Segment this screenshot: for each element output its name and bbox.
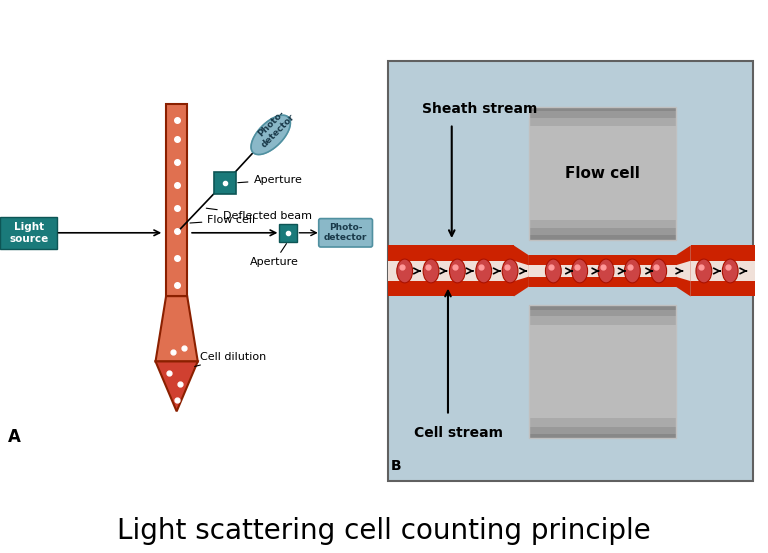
Polygon shape	[514, 246, 529, 296]
Text: Photo-
detector: Photo- detector	[253, 105, 296, 149]
Polygon shape	[514, 261, 529, 281]
Circle shape	[650, 259, 667, 283]
Text: Flow cell: Flow cell	[564, 166, 640, 181]
FancyBboxPatch shape	[529, 310, 676, 434]
FancyBboxPatch shape	[529, 107, 676, 240]
Circle shape	[598, 259, 614, 283]
Circle shape	[423, 259, 439, 283]
FancyBboxPatch shape	[279, 223, 297, 242]
Circle shape	[723, 259, 738, 283]
FancyBboxPatch shape	[690, 246, 755, 296]
Polygon shape	[155, 296, 198, 362]
Text: Cell dilution: Cell dilution	[194, 352, 266, 367]
Polygon shape	[676, 246, 690, 296]
FancyBboxPatch shape	[690, 261, 755, 281]
FancyBboxPatch shape	[166, 104, 187, 296]
Text: Cell stream: Cell stream	[414, 425, 503, 440]
Text: A: A	[8, 428, 21, 446]
Circle shape	[476, 259, 492, 283]
Circle shape	[449, 259, 465, 283]
Circle shape	[624, 259, 641, 283]
FancyBboxPatch shape	[529, 305, 676, 438]
Text: Deflected beam: Deflected beam	[207, 208, 312, 221]
FancyBboxPatch shape	[529, 316, 676, 427]
Text: B: B	[391, 460, 402, 473]
FancyBboxPatch shape	[529, 111, 676, 235]
FancyBboxPatch shape	[388, 246, 514, 296]
FancyBboxPatch shape	[319, 218, 372, 247]
Polygon shape	[155, 362, 198, 411]
Text: Light
source: Light source	[9, 222, 48, 244]
FancyBboxPatch shape	[214, 172, 236, 194]
Circle shape	[572, 259, 588, 283]
FancyBboxPatch shape	[529, 325, 676, 419]
FancyBboxPatch shape	[529, 255, 676, 286]
FancyBboxPatch shape	[388, 61, 753, 481]
Text: Light scattering cell counting principle: Light scattering cell counting principle	[118, 517, 650, 545]
FancyBboxPatch shape	[1, 217, 58, 249]
FancyBboxPatch shape	[529, 265, 676, 276]
Text: Aperture: Aperture	[238, 175, 303, 185]
Text: Aperture: Aperture	[250, 243, 299, 268]
Polygon shape	[251, 115, 290, 154]
Circle shape	[502, 259, 518, 283]
Text: Sheath stream: Sheath stream	[422, 102, 537, 117]
Polygon shape	[676, 261, 690, 281]
Circle shape	[696, 259, 712, 283]
FancyBboxPatch shape	[388, 261, 514, 281]
Text: Flow cell: Flow cell	[190, 215, 256, 225]
Circle shape	[397, 259, 412, 283]
Circle shape	[545, 259, 561, 283]
FancyBboxPatch shape	[529, 127, 676, 220]
Text: Photo-
detector: Photo- detector	[324, 223, 367, 243]
FancyBboxPatch shape	[529, 118, 676, 228]
